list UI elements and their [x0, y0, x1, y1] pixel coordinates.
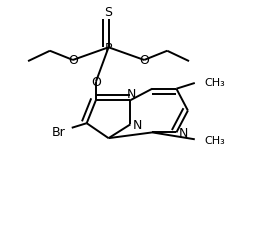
Text: N: N	[133, 118, 142, 131]
Text: Br: Br	[52, 125, 66, 138]
Text: S: S	[104, 6, 113, 19]
Text: O: O	[68, 54, 78, 67]
Text: P: P	[105, 42, 112, 55]
Text: N: N	[127, 87, 136, 100]
Text: N: N	[179, 126, 188, 139]
Text: CH₃: CH₃	[204, 77, 225, 87]
Text: O: O	[91, 76, 101, 89]
Text: O: O	[139, 54, 149, 67]
Text: CH₃: CH₃	[204, 136, 225, 146]
